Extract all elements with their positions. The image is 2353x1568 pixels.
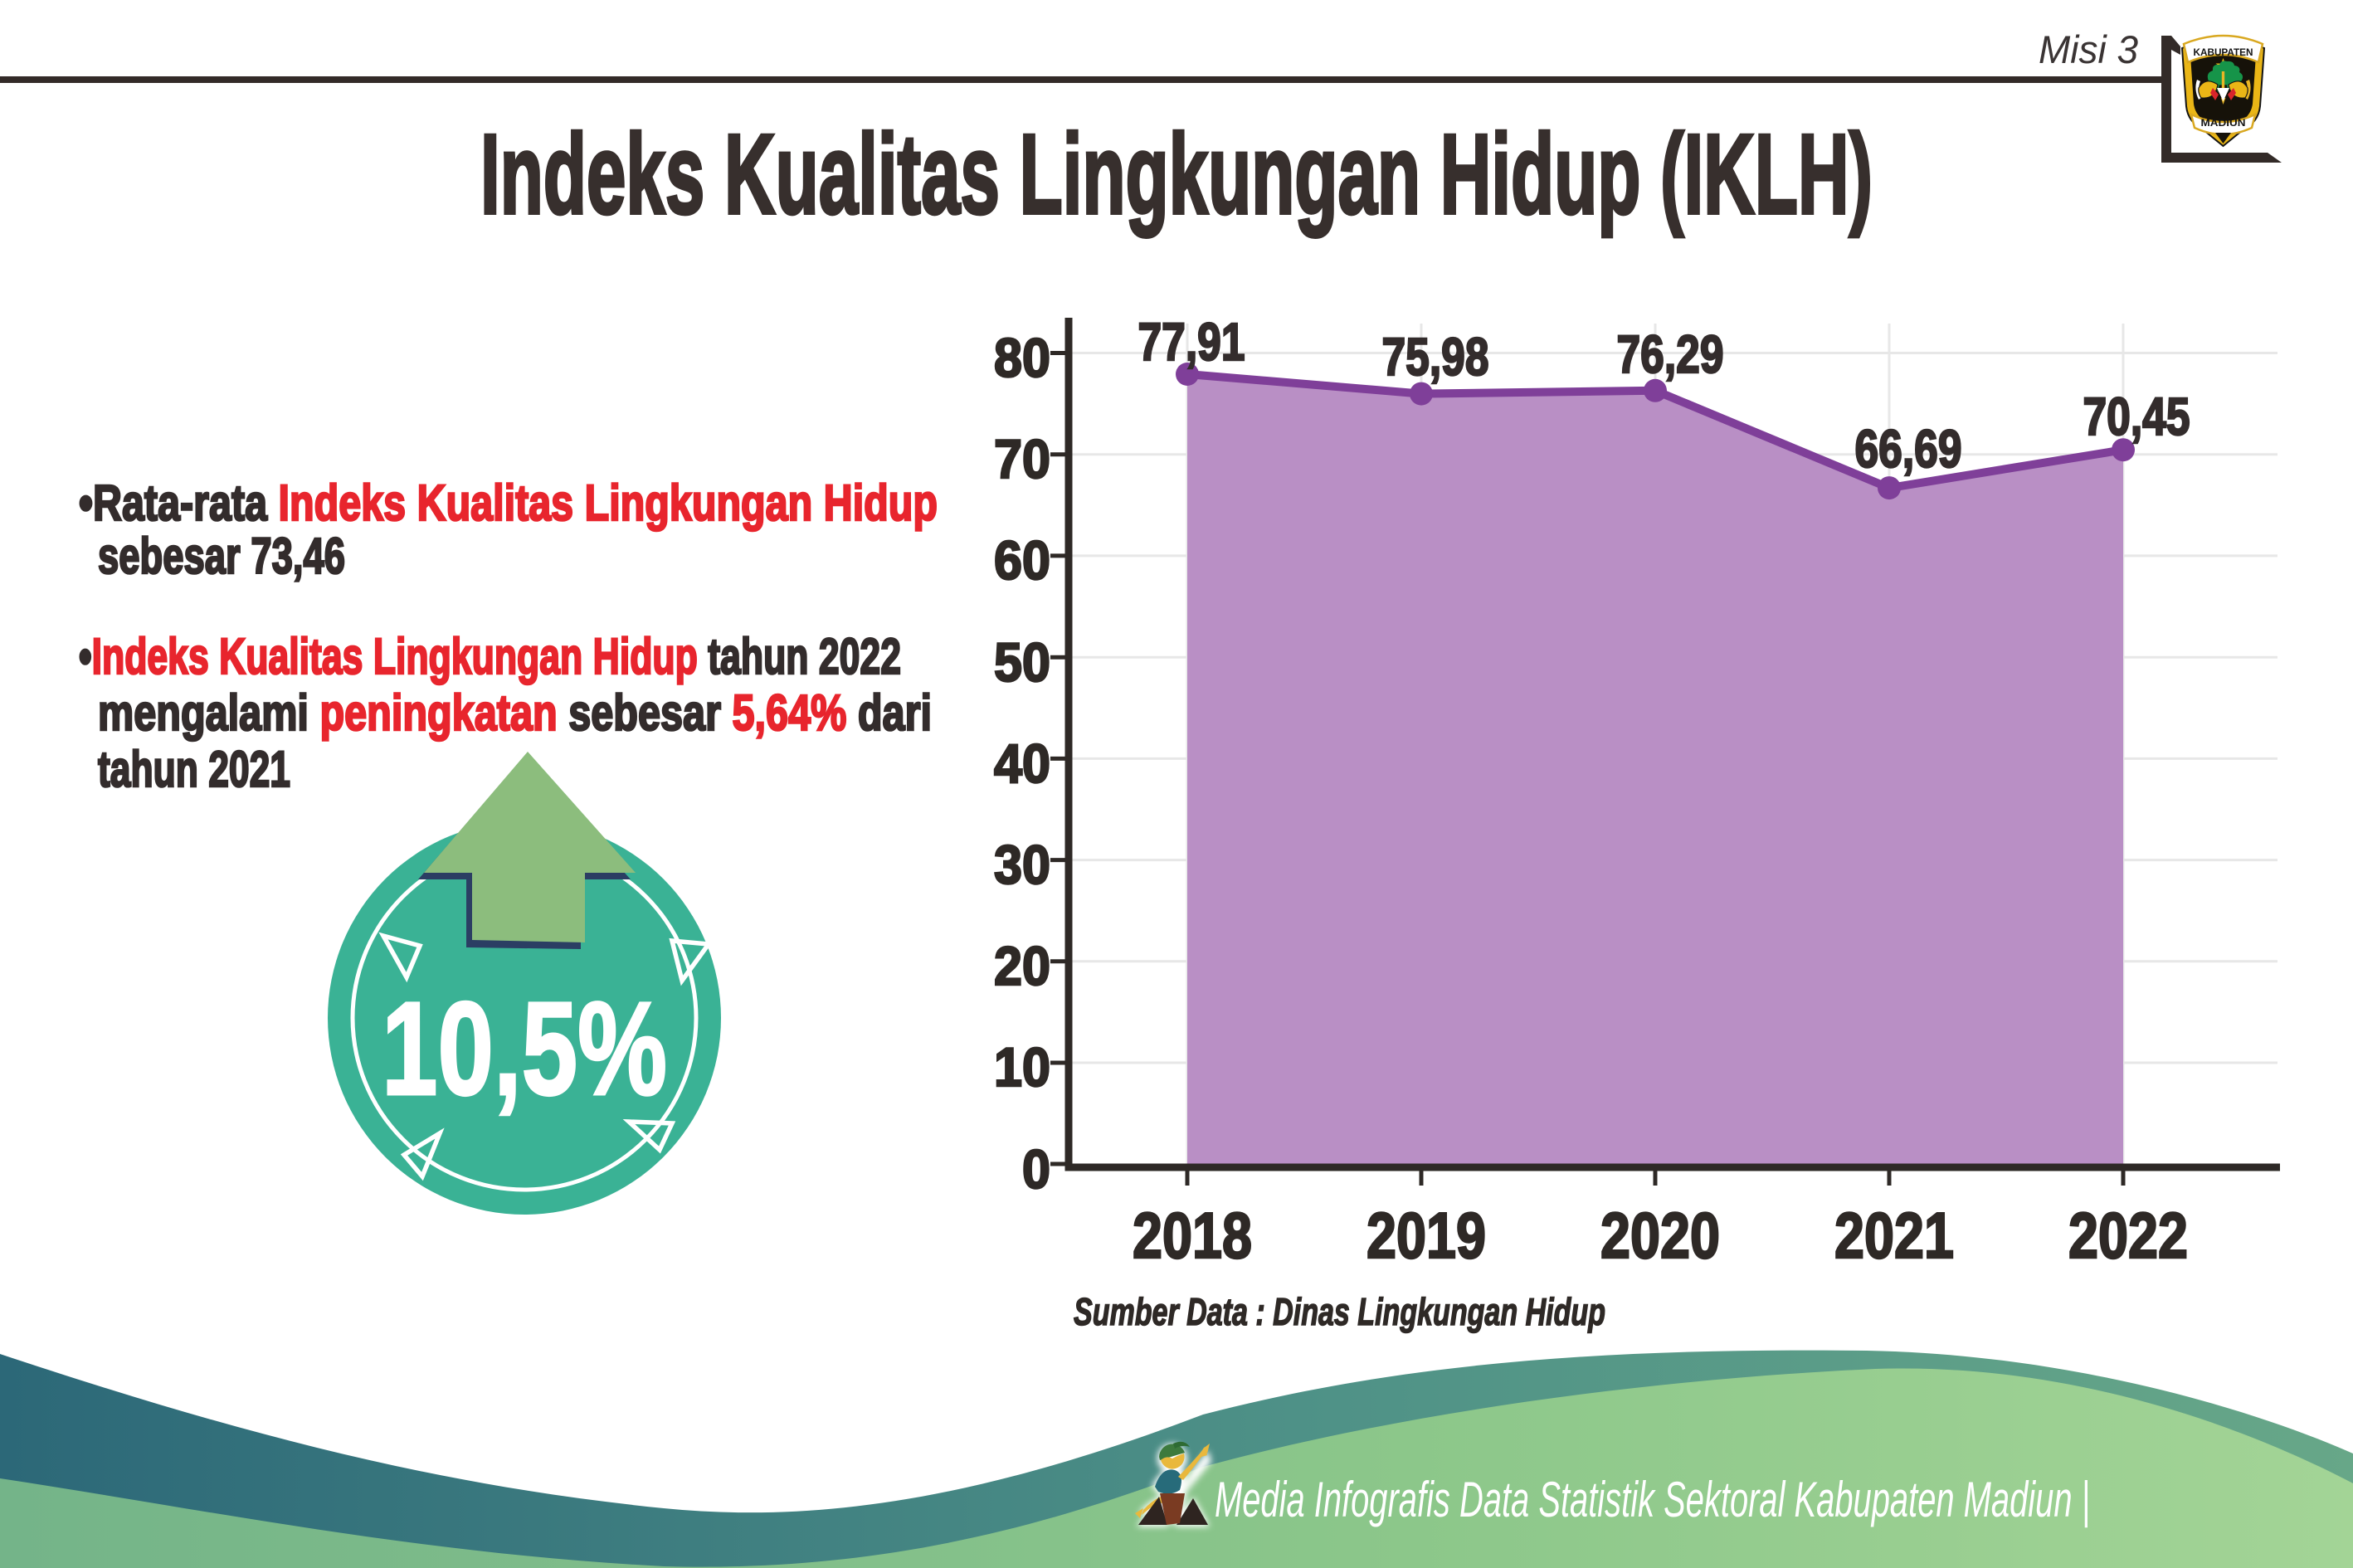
svg-text:0: 0	[1022, 1138, 1050, 1200]
svg-text:70,45: 70,45	[2083, 387, 2190, 446]
svg-text:Media Infografis Data Statisti: Media Infografis Data Statistik Sektoral…	[1215, 1472, 2090, 1528]
svg-text:60: 60	[994, 529, 1050, 591]
svg-text:•Indeks Kualitas Lingkungan Hi: •Indeks Kualitas Lingkungan Hidup tahun …	[79, 628, 901, 684]
svg-text:75,98: 75,98	[1382, 327, 1489, 387]
svg-text:2018: 2018	[1133, 1199, 1252, 1272]
svg-text:10: 10	[994, 1036, 1050, 1098]
svg-text:66,69: 66,69	[1855, 419, 1962, 479]
svg-text:2021: 2021	[1834, 1199, 1954, 1272]
svg-text:20: 20	[994, 935, 1050, 996]
svg-text:50: 50	[994, 631, 1050, 693]
svg-text:sebesar 73,46: sebesar 73,46	[98, 528, 345, 584]
svg-text:2022: 2022	[2068, 1199, 2188, 1272]
svg-text:2019: 2019	[1366, 1199, 1486, 1272]
svg-text:KABUPATEN: KABUPATEN	[2194, 48, 2253, 58]
svg-text:Sumber Data : Dinas Lingkungan: Sumber Data : Dinas Lingkungan Hidup	[1074, 1290, 1605, 1333]
svg-text:tahun 2021: tahun 2021	[98, 741, 290, 797]
svg-text:77,91: 77,91	[1138, 312, 1245, 372]
svg-text:30: 30	[994, 834, 1050, 895]
svg-text:•Rata-rata Indeks Kualitas Lin: •Rata-rata Indeks Kualitas Lingkungan Hi…	[79, 475, 938, 531]
svg-text:76,29: 76,29	[1617, 324, 1724, 384]
svg-text:2020: 2020	[1600, 1199, 1720, 1272]
svg-text:mengalami peningkatan sebesar: mengalami peningkatan sebesar 5,64% dari	[98, 684, 932, 741]
svg-text:40: 40	[994, 733, 1050, 794]
svg-text:Indeks Kualitas Lingkungan Hid: Indeks Kualitas Lingkungan Hidup (IKLH)	[480, 111, 1873, 238]
svg-text:10,5%: 10,5%	[382, 974, 667, 1122]
svg-text:70: 70	[994, 428, 1050, 489]
svg-text:MADIUN: MADIUN	[2201, 119, 2246, 129]
svg-text:Misi 3: Misi 3	[2039, 27, 2138, 71]
svg-text:80: 80	[994, 327, 1050, 388]
